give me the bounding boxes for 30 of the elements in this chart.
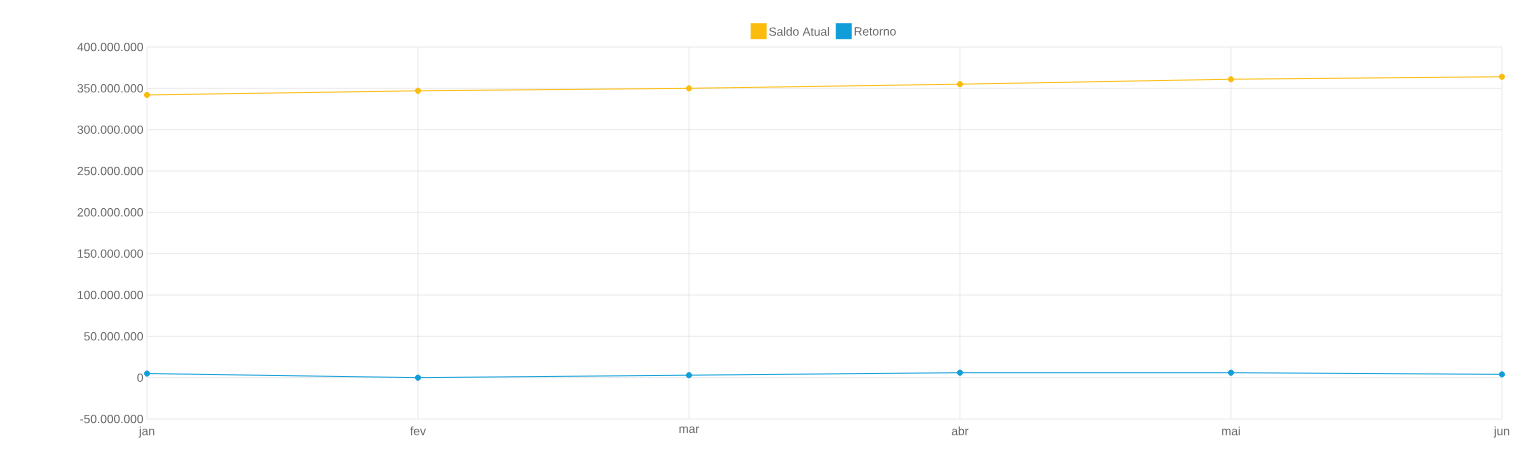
x-tick-label: abr [951, 426, 969, 436]
point [1498, 371, 1506, 378]
point [956, 369, 964, 376]
y-tick-label: 300.000.000 [77, 125, 144, 134]
y-tick-label: 50.000.000 [84, 332, 144, 341]
y-tick-label: 150.000.000 [77, 249, 144, 258]
y-tick-label: 400.000.000 [77, 42, 144, 52]
y-tick-label: 100.000.000 [77, 290, 144, 300]
y-tick-label: 250.000.000 [77, 166, 144, 176]
point [414, 374, 422, 381]
point [1227, 369, 1235, 376]
point [1498, 73, 1506, 80]
x-tick-label: fev [410, 426, 426, 436]
legend-label: Retorno [854, 27, 896, 36]
point [414, 87, 422, 94]
x-tick-label: mar [679, 426, 700, 434]
point [685, 85, 693, 92]
x-tick-label: mai [1222, 426, 1240, 436]
y-tick-label: 200.000.000 [77, 208, 144, 217]
y-tick-label: 0 [137, 373, 144, 382]
x-tick-label: jan [138, 426, 155, 438]
point [1227, 76, 1235, 83]
point [685, 372, 693, 379]
legend-label: Saldo Atual [769, 27, 829, 36]
point [956, 81, 964, 88]
point [143, 370, 151, 377]
y-tick-label: -50.000.000 [80, 414, 144, 424]
y-tick-label: 350.000.000 [77, 84, 144, 93]
point [143, 91, 151, 99]
x-tick-label: jun [1493, 426, 1510, 438]
